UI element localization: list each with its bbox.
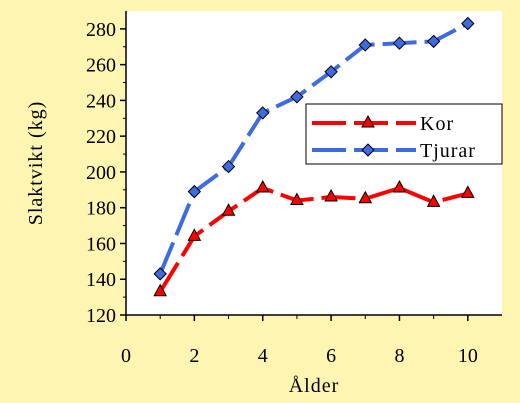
data-point-tjurar (358, 38, 372, 52)
x-tick-label: 6 (326, 345, 336, 367)
data-point-kor (426, 194, 441, 207)
y-tick-label: 220 (86, 126, 116, 148)
x-tick-label: 10 (458, 345, 478, 367)
data-point-tjurar (426, 34, 441, 49)
series-line-tjurar (158, 21, 469, 275)
data-point-kor (460, 185, 475, 198)
data-point-kor (153, 283, 168, 297)
y-tick-label: 280 (86, 19, 116, 41)
data-point-kor (358, 190, 373, 204)
data-point-tjurar (392, 36, 407, 50)
legend-box (305, 103, 503, 165)
data-point-kor (324, 188, 338, 202)
legend-marker-kor (361, 114, 375, 128)
legend-marker-tjurar (361, 143, 375, 157)
x-tick-label: 2 (189, 345, 199, 367)
data-point-kor (255, 179, 270, 193)
data-point-tjurar (256, 106, 270, 120)
series-layer (153, 16, 475, 297)
y-tick-label: 140 (86, 269, 116, 291)
data-point-kor (290, 192, 304, 206)
x-tick-label: 0 (121, 345, 131, 367)
y-tick-label: 160 (86, 233, 116, 255)
legend-label-tjurar: Tjurar (420, 140, 476, 162)
axes-layer: 120 140 160 180 200 220 240 260 280 0 2 4 6 8 10 (86, 11, 502, 367)
x-tick-label: 8 (394, 345, 404, 367)
data-point-kor (187, 228, 202, 241)
data-point-tjurar (461, 16, 475, 31)
y-tick-label: 240 (86, 90, 116, 112)
data-point-tjurar (290, 90, 304, 104)
data-point-tjurar (324, 65, 338, 79)
data-point-kor (221, 203, 236, 216)
legend: Kor Tjurar (305, 103, 503, 165)
data-point-kor (392, 179, 407, 193)
data-point-tjurar (187, 184, 202, 199)
data-point-tjurar (153, 267, 167, 281)
y-tick-label: 180 (86, 198, 116, 220)
data-point-tjurar (221, 159, 236, 174)
x-tick-label: 4 (258, 345, 268, 367)
x-axis-title: Ålder (289, 375, 340, 397)
y-tick-label: 260 (86, 55, 116, 77)
y-axis-title: Slaktvikt (kg) (25, 101, 47, 226)
legend-label-kor: Kor (420, 113, 454, 135)
y-tick-label: 120 (86, 305, 116, 327)
series-line-kor (158, 186, 469, 293)
y-tick-label: 200 (86, 162, 116, 184)
